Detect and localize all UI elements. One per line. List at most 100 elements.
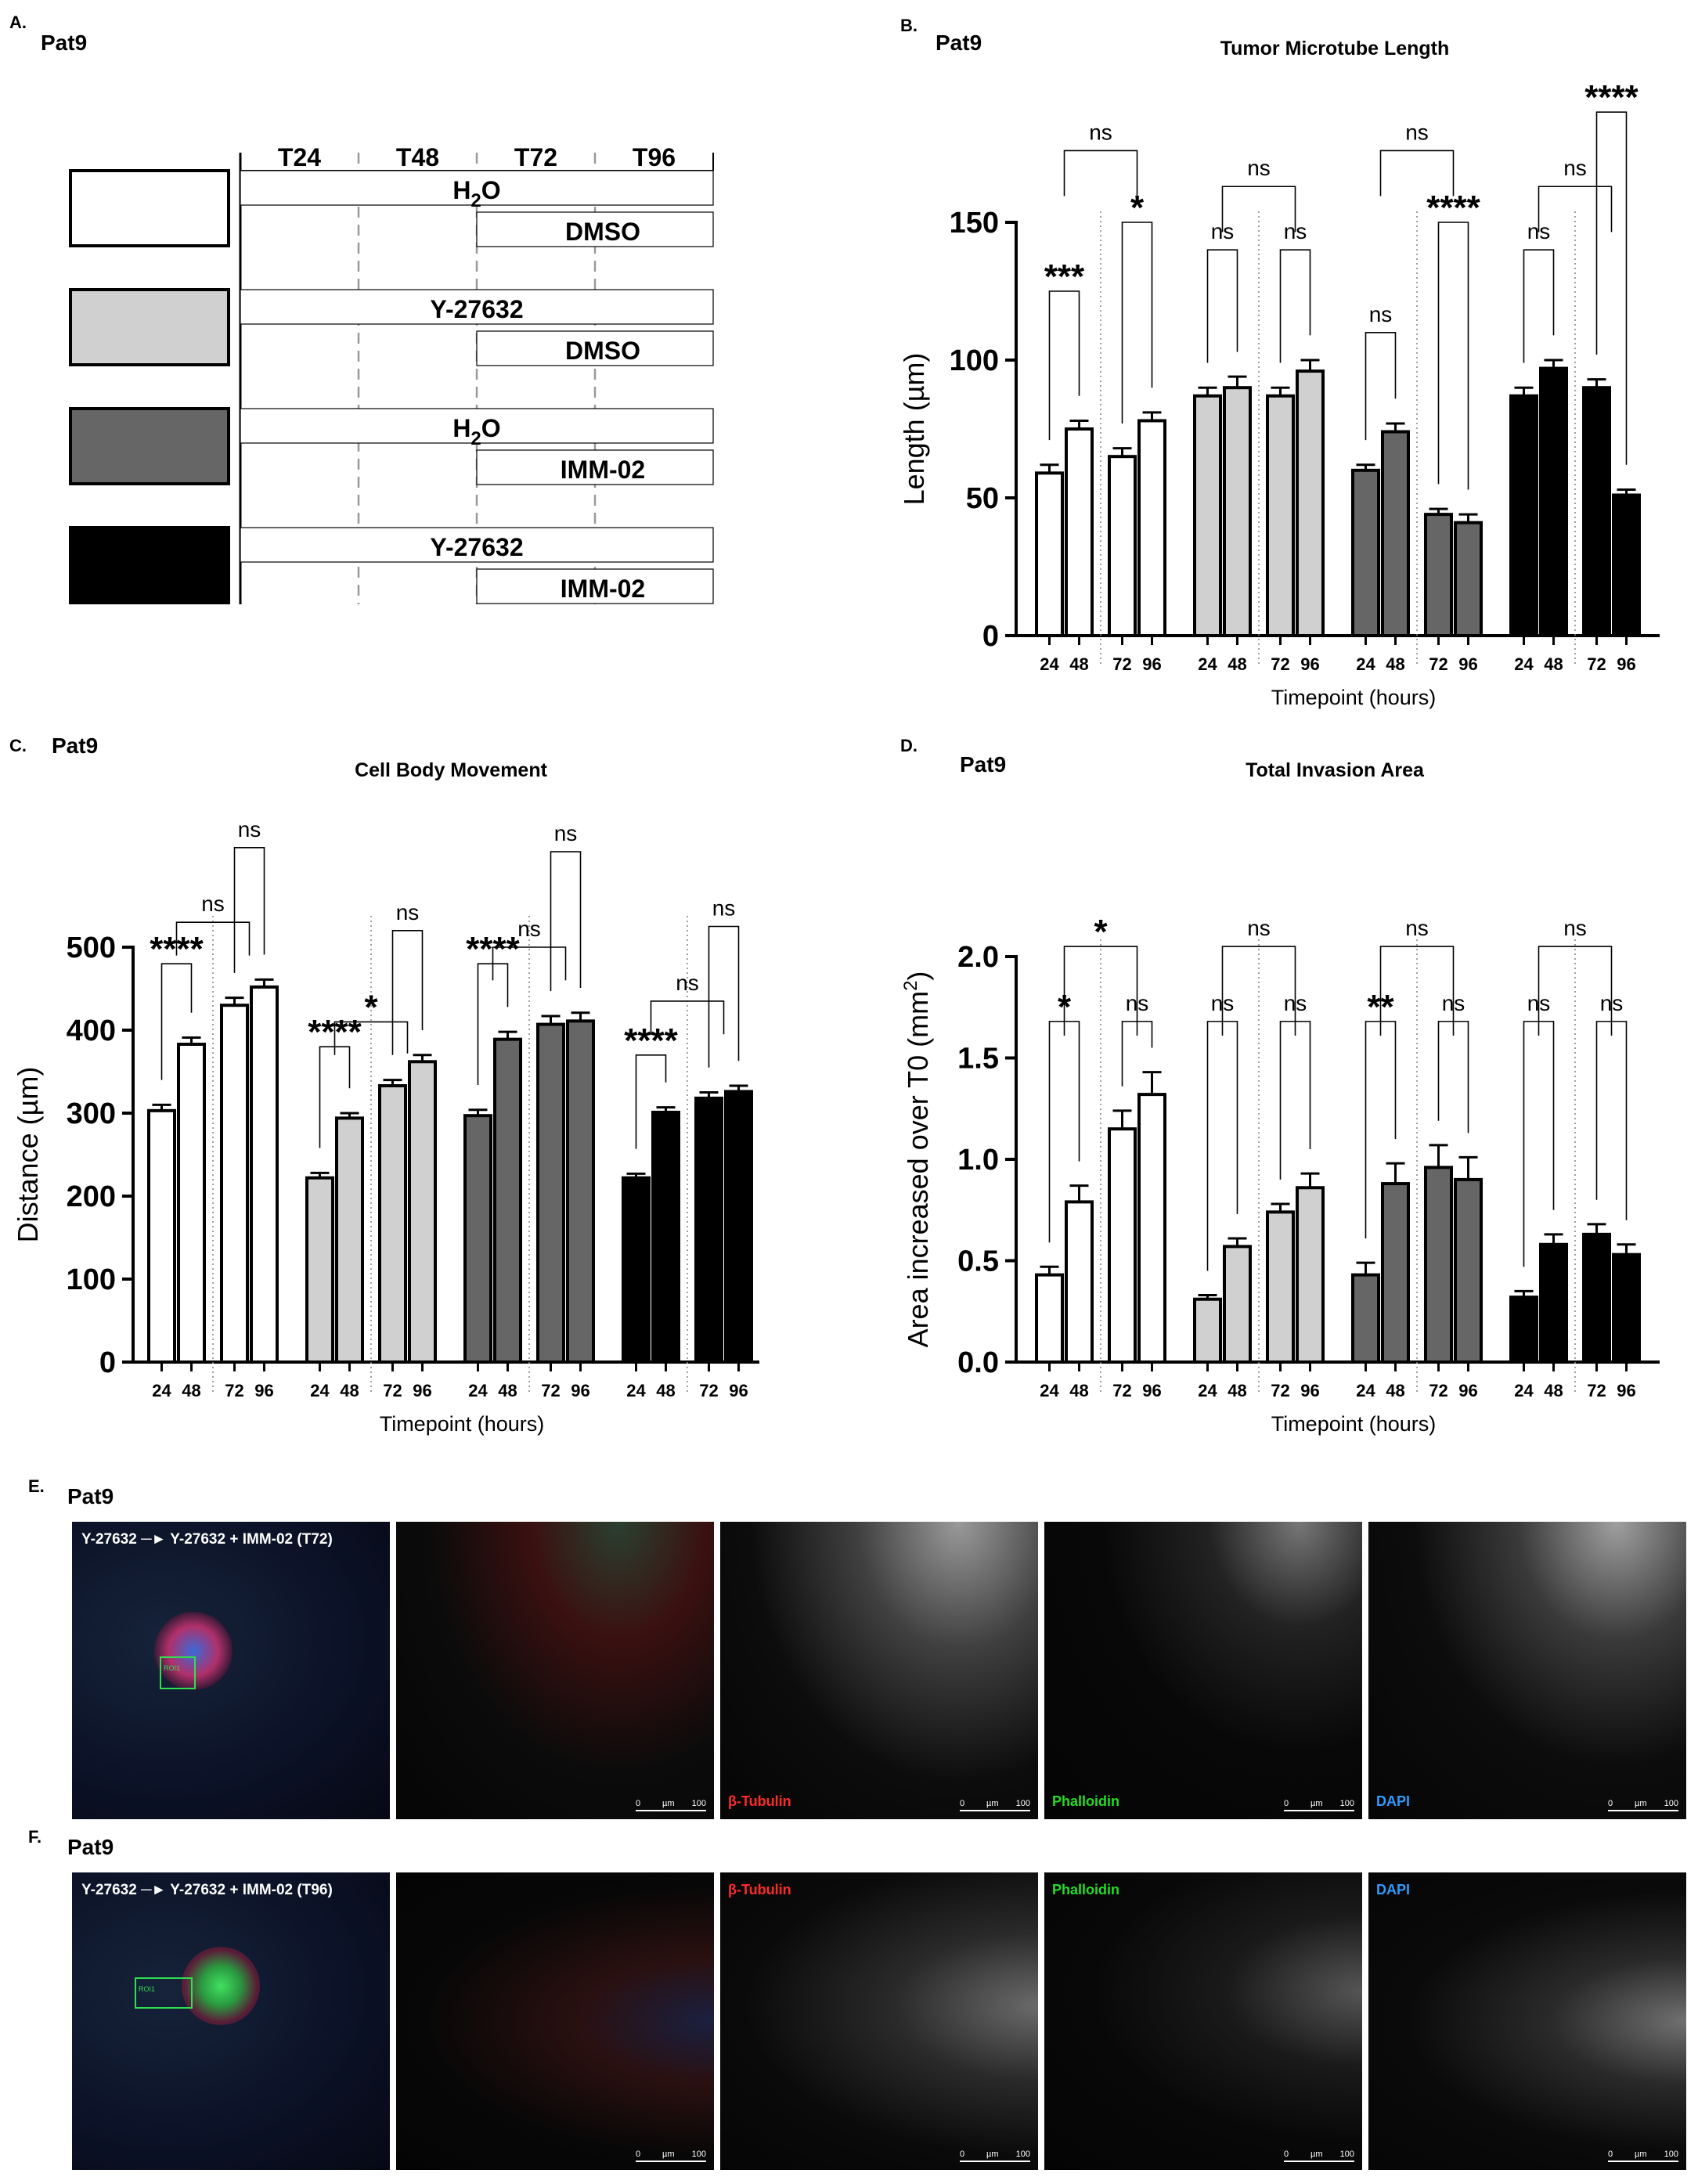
scale-bar: 0 µm 100 [1284,2150,1354,2165]
significance-bracket [1437,222,1469,490]
x-tick-label: 48 [1386,1381,1404,1400]
significance-label: ns [1405,120,1429,144]
significance-bracket [233,847,265,973]
x-tick-label: 96 [1142,654,1161,674]
bar [1424,513,1453,637]
significance-bracket [1523,249,1555,363]
bar [1351,1273,1380,1364]
y-tick-label: 200 [67,1180,116,1213]
significance-bracket [333,1021,409,1055]
scale-zero: 0 [1608,2150,1613,2159]
channel-image: 0 µm 100 [396,1872,714,2170]
panel-letter: B. [900,16,917,35]
y-tick-label: 100 [950,344,999,377]
significance-bracket [1538,186,1613,232]
bar [1223,386,1252,637]
bar [305,1176,334,1364]
condition-label: Y-27632 ─► Y-27632 + IMM-02 (T72) [81,1531,333,1548]
significance-label: ns [676,971,699,995]
column-label-t48: T48 [396,143,439,171]
bar [1266,394,1295,637]
scale-bar: 0 µm 100 [636,1799,706,1815]
bar [1065,427,1094,637]
bar [1509,1296,1538,1364]
bar [1424,1166,1453,1364]
chart-c: C. Pat9 Cell Body Movement 0 100 200 300 400 500… [9,733,759,1436]
treatment-bar-half [476,449,714,485]
significance-bracket [635,1054,667,1149]
chart-b: B. Pat9 Tumor Microtube Length 0 50 100 150 Len… [898,16,1660,709]
significance-label: ns [1089,120,1112,144]
x-tick-label: 72 [1429,654,1447,674]
bar [1137,419,1166,637]
y-tick-label: 0.5 [957,1245,999,1278]
bar [1108,455,1137,638]
x-tick-label: 72 [1429,1381,1447,1400]
panel-letter: A. [9,13,27,32]
x-tick-label: 24 [1040,654,1059,674]
y-tick-label: 2.0 [957,941,999,974]
x-tick-label: 72 [1112,1381,1131,1400]
significance-bracket [492,946,567,981]
x-tick-label: 96 [571,1381,589,1400]
bar [1612,1252,1641,1364]
bar [1612,493,1641,637]
y-tick-label: 500 [67,932,116,964]
panel-subtitle: Pat9 [936,31,982,55]
y-tick-label: 0 [99,1346,116,1379]
bar [1266,1210,1295,1364]
x-tick-label: 72 [1587,654,1606,674]
bar [1065,1200,1094,1364]
significance-label: ns [201,892,225,916]
treatment-label-2: DMSO [565,218,640,246]
significance-bracket [1063,150,1138,196]
bar [1582,1232,1611,1364]
significance-label: ns [1405,916,1429,940]
bar [1539,366,1568,637]
significance-label: ns [712,896,736,921]
y-tick-label: 50 [966,482,999,515]
scale-bar-line [1284,2161,1354,2162]
x-tick-label: 24 [1514,1381,1534,1400]
x-tick-label: 96 [1458,654,1477,674]
channel-label: DAPI [1376,1793,1411,1809]
scale-bar: 0 µm 100 [636,2150,706,2165]
bar [566,1019,595,1364]
channel-label: Phalloidin [1052,1882,1120,1897]
bar [177,1043,206,1364]
scale-max: 100 [691,2150,706,2159]
bar [1582,386,1611,637]
bar [694,1096,723,1364]
bar [493,1037,522,1364]
bar [1193,1297,1222,1364]
group-swatch [69,169,230,247]
bar [1454,521,1483,637]
bar [651,1110,680,1364]
significance-bracket [1437,1021,1469,1133]
significance-label: **** [1584,78,1639,117]
significance-bracket [1221,186,1296,232]
significance-label: ns [1247,156,1271,180]
y-tick-label: 0.0 [957,1346,999,1379]
scale-unit: µm [1635,1799,1647,1808]
roi-box: ROI1 [160,1656,196,1689]
bar [1223,1245,1252,1364]
significance-bracket [650,1000,725,1035]
channel-label: DAPI [1376,1882,1411,1897]
significance-bracket [1221,946,1296,1036]
x-tick-label: 24 [310,1381,330,1400]
scale-unit: µm [662,1799,675,1808]
significance-bracket [1121,222,1153,423]
x-tick-label: 24 [1040,1381,1059,1400]
panel-letter: C. [9,736,27,755]
significance-bracket [1523,1021,1555,1267]
significance-label: ns [1442,991,1465,1015]
scale-bar: 0 µm 100 [1284,1799,1354,1815]
scale-max: 100 [1015,1799,1030,1808]
significance-bracket [175,921,251,956]
scale-unit: µm [662,2150,675,2159]
significance-label: ns [1369,302,1393,326]
x-tick-label: 48 [656,1381,675,1400]
significance-label: ns [1600,991,1624,1015]
x-tick-label: 48 [182,1381,200,1400]
